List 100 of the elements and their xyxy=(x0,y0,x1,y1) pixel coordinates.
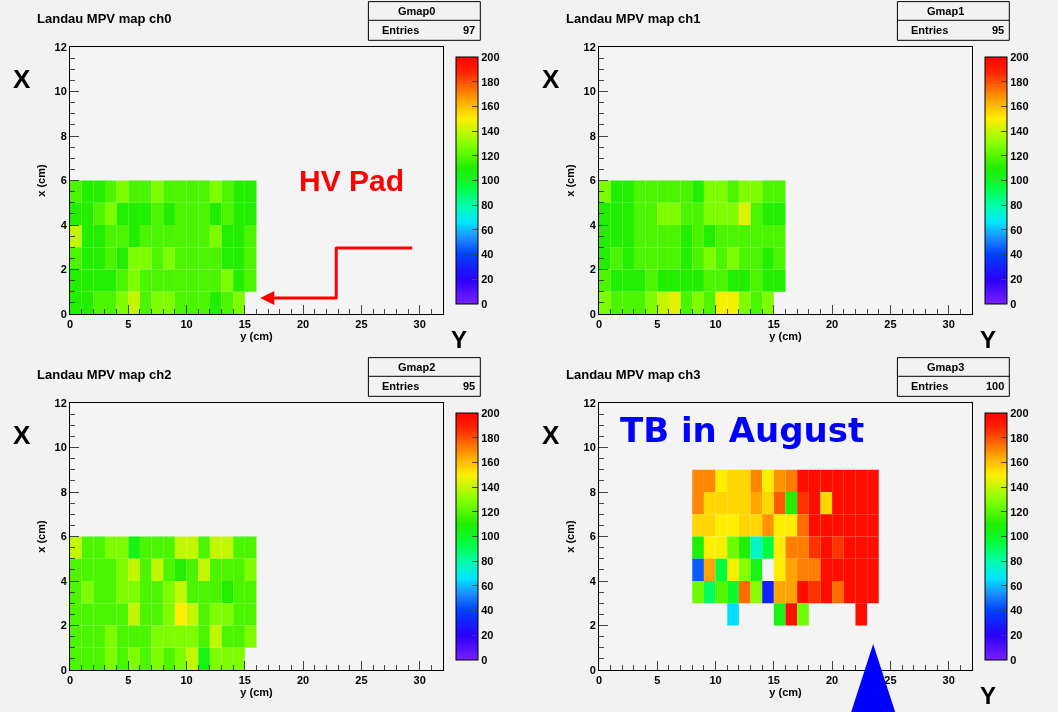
x-tick-label: 25 xyxy=(884,318,897,331)
color-bar-label: 120 xyxy=(481,505,500,518)
color-bar-label: 80 xyxy=(481,199,494,212)
text: Gmap1 xyxy=(927,5,965,17)
text: Y xyxy=(980,682,997,709)
y-tick-label: 6 xyxy=(589,530,596,543)
y-tick-label: 6 xyxy=(60,174,67,187)
text: X xyxy=(542,64,560,94)
chart-title: Landau MPV map ch1 xyxy=(566,10,701,26)
x-tick-label: 10 xyxy=(709,674,722,687)
y-axis-title: x (cm) xyxy=(564,519,577,553)
y-tick-label: 8 xyxy=(589,129,596,142)
y-axis-title: x (cm) xyxy=(564,163,577,197)
color-bar-label: 180 xyxy=(1010,431,1029,444)
x-tick-label: 20 xyxy=(826,318,839,331)
color-bar-label: 180 xyxy=(481,431,500,444)
x-tick-label: 10 xyxy=(180,318,193,331)
color-bar-label: 100 xyxy=(481,530,500,543)
x-tick-label: 30 xyxy=(942,674,955,687)
y-tick-label: 2 xyxy=(589,619,596,632)
x-tick-label: 30 xyxy=(413,318,426,331)
y-tick-label: 10 xyxy=(583,441,596,454)
color-bar-label: 160 xyxy=(481,100,500,113)
color-bar-label: 160 xyxy=(1010,456,1029,469)
x-tick-label: 20 xyxy=(297,318,310,331)
x-tick-label: 25 xyxy=(884,674,897,687)
text: Entries xyxy=(382,24,420,36)
text: Gmap2 xyxy=(398,361,436,373)
color-bar-label: 200 xyxy=(1010,406,1029,419)
y-tick-label: 10 xyxy=(54,441,67,454)
y-tick-label: 8 xyxy=(60,129,67,142)
color-bar-label: 0 xyxy=(481,653,488,666)
x-axis-title: y (cm) xyxy=(769,686,803,699)
text: 97 xyxy=(463,24,476,36)
color-bar-label: 40 xyxy=(1010,248,1023,261)
x-tick-label: 20 xyxy=(826,674,839,687)
color-bar-label: 60 xyxy=(1010,223,1023,236)
color-bar-label: 140 xyxy=(1010,480,1029,493)
text: Entries xyxy=(382,380,420,392)
color-bar-label: 40 xyxy=(481,248,494,261)
y-axis-title: x (cm) xyxy=(35,163,48,197)
color-bar-label: 200 xyxy=(481,406,500,419)
x-tick-label: 5 xyxy=(125,318,132,331)
annotation: TB in August xyxy=(620,410,865,450)
y-tick-label: 12 xyxy=(583,40,596,53)
y-tick-label: 2 xyxy=(60,619,67,632)
text: X xyxy=(542,420,560,450)
color-bar-label: 100 xyxy=(481,174,500,187)
color-bar-label: 20 xyxy=(481,273,494,286)
y-tick-label: 6 xyxy=(589,174,596,187)
y-tick-label: 0 xyxy=(60,307,67,320)
text: Gmap0 xyxy=(398,5,436,17)
color-bar-label: 60 xyxy=(481,579,494,592)
y-tick-label: 6 xyxy=(60,530,67,543)
color-bar-label: 0 xyxy=(1010,297,1017,310)
text: 95 xyxy=(992,24,1005,36)
color-bar-label: 20 xyxy=(481,629,494,642)
chart-title: Landau MPV map ch0 xyxy=(37,10,172,26)
text: 95 xyxy=(463,380,476,392)
color-bar-label: 0 xyxy=(481,297,488,310)
x-tick-label: 15 xyxy=(238,318,251,331)
color-bar-label: 20 xyxy=(1010,629,1023,642)
color-bar-label: 100 xyxy=(1010,530,1029,543)
y-tick-label: 12 xyxy=(583,396,596,409)
text: X xyxy=(13,420,31,450)
chart-title: Landau MPV map ch2 xyxy=(37,366,172,382)
x-tick-label: 10 xyxy=(180,674,193,687)
chart-title: Landau MPV map ch3 xyxy=(566,366,701,382)
color-bar-label: 140 xyxy=(1010,124,1029,137)
text: Y xyxy=(980,326,997,353)
color-bar-label: 80 xyxy=(1010,199,1023,212)
color-bar-label: 0 xyxy=(1010,653,1017,666)
color-bar-label: 160 xyxy=(1010,100,1029,113)
y-tick-label: 0 xyxy=(589,307,596,320)
x-axis-title: y (cm) xyxy=(240,686,274,699)
x-tick-label: 30 xyxy=(413,674,426,687)
text: Gmap3 xyxy=(927,361,965,373)
color-bar-label: 160 xyxy=(481,456,500,469)
x-tick-label: 15 xyxy=(767,318,780,331)
color-bar-label: 80 xyxy=(481,555,494,568)
color-bar-label: 140 xyxy=(481,124,500,137)
y-tick-label: 12 xyxy=(54,40,67,53)
text: X xyxy=(13,64,31,94)
color-bar-label: 60 xyxy=(481,223,494,236)
x-axis-title: y (cm) xyxy=(240,330,274,343)
y-tick-label: 4 xyxy=(589,218,597,231)
y-tick-label: 10 xyxy=(54,85,67,98)
x-tick-label: 15 xyxy=(238,674,251,687)
y-tick-label: 2 xyxy=(589,263,596,276)
x-tick-label: 5 xyxy=(654,674,661,687)
y-tick-label: 4 xyxy=(60,574,68,587)
x-tick-label: 5 xyxy=(125,674,132,687)
color-bar-label: 200 xyxy=(481,50,500,63)
y-axis-title: x (cm) xyxy=(35,519,48,553)
color-bar-label: 120 xyxy=(1010,149,1029,162)
text: Entries xyxy=(911,24,949,36)
color-bar-label: 40 xyxy=(1010,604,1023,617)
x-tick-label: 30 xyxy=(942,318,955,331)
y-tick-label: 0 xyxy=(589,663,596,676)
x-axis-title: y (cm) xyxy=(769,330,803,343)
